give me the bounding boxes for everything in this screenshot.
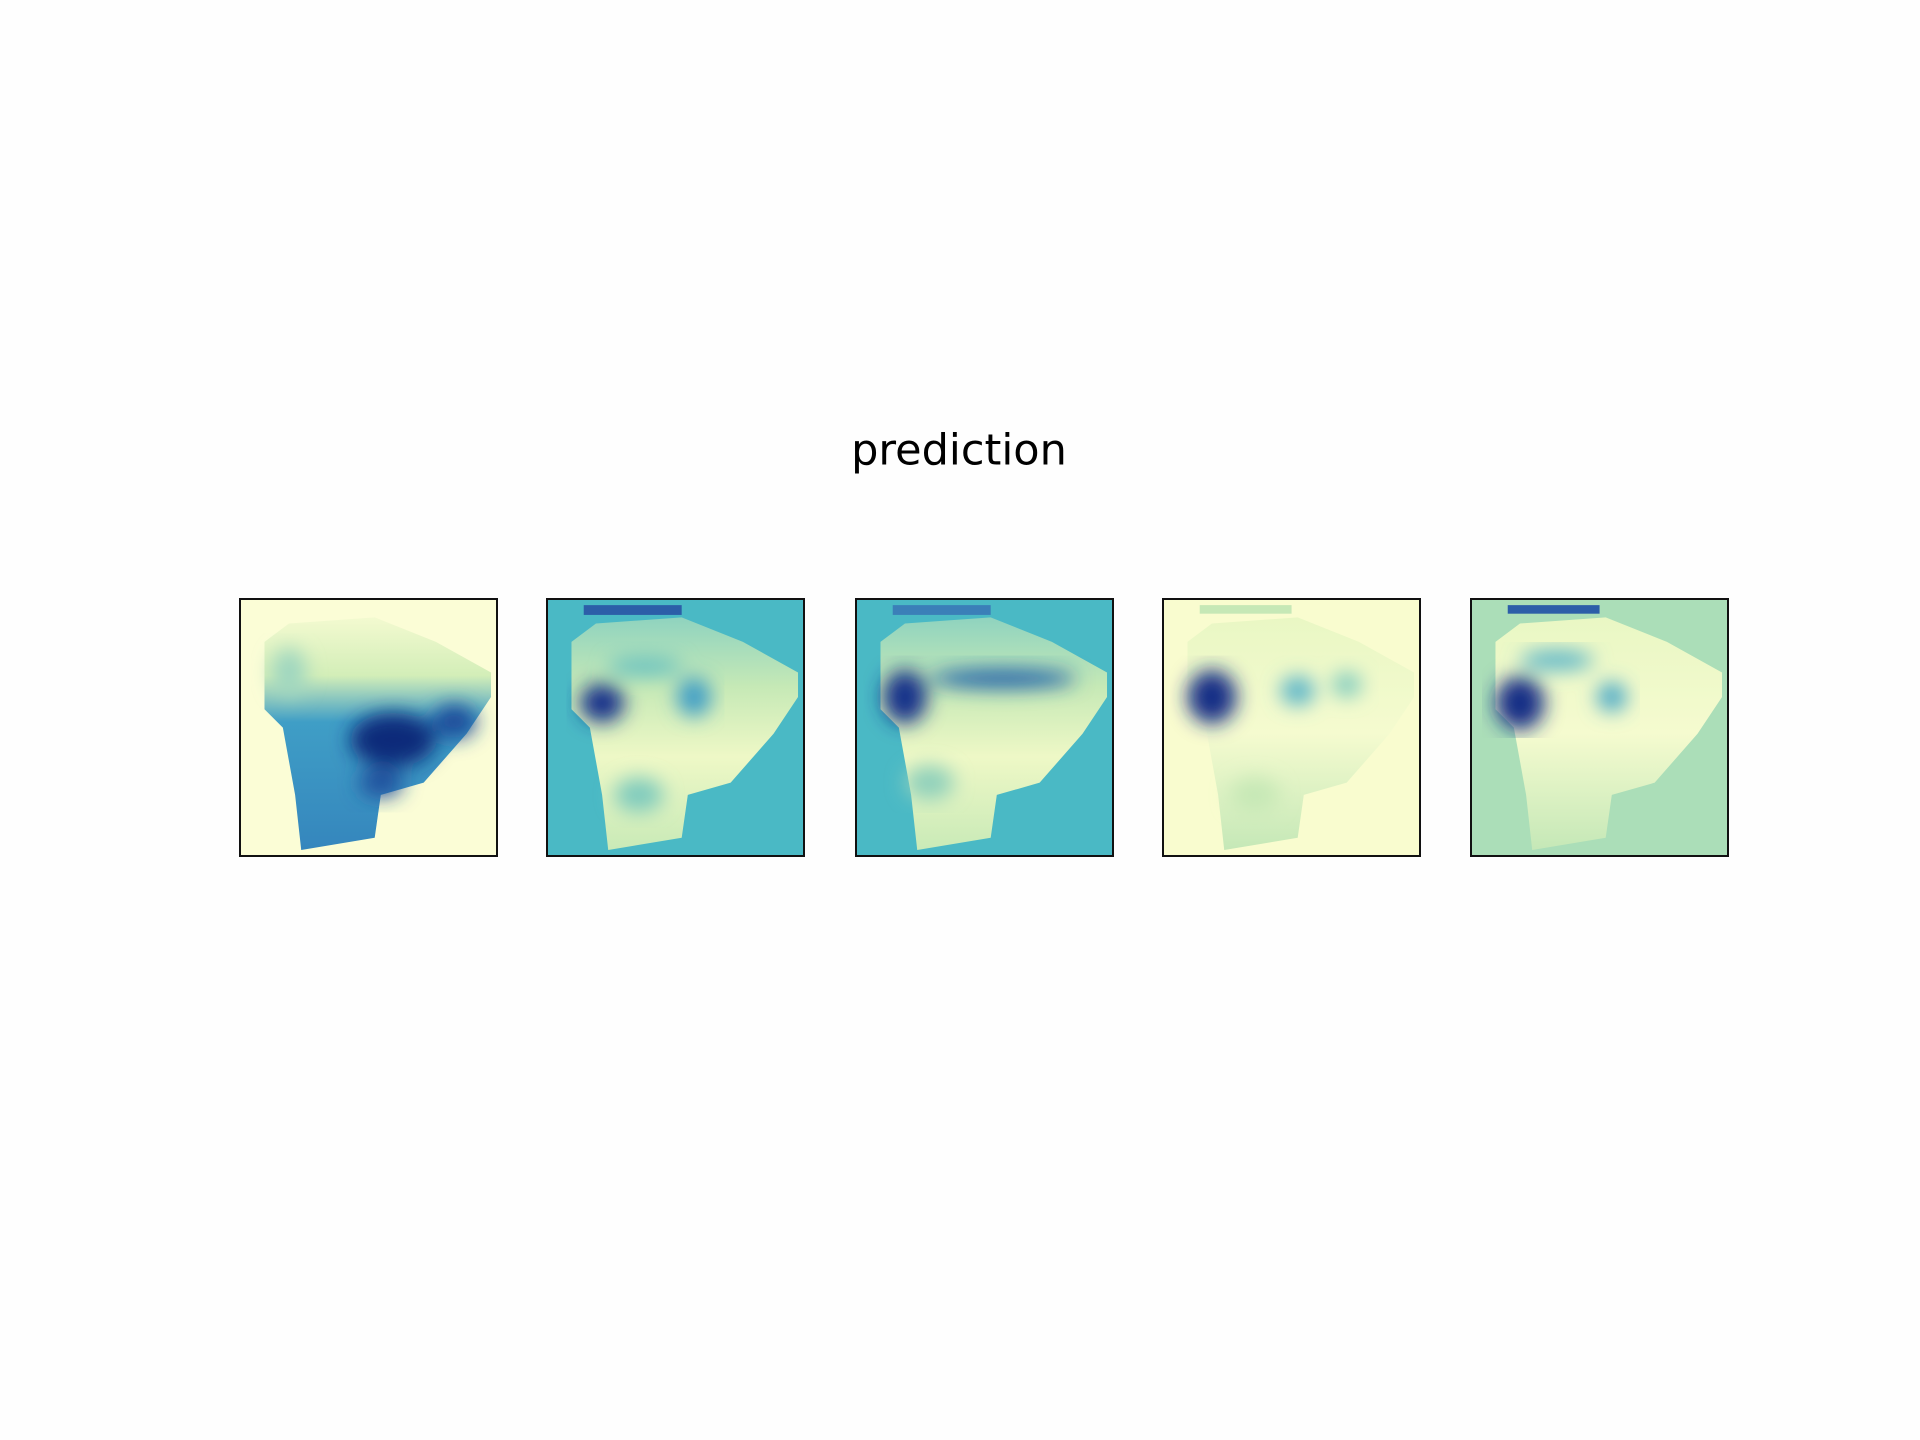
heatmap-shading xyxy=(1495,650,1627,731)
heatmap-panel xyxy=(856,599,1114,857)
heatmap-panel xyxy=(1163,599,1421,857)
heatmap-shading xyxy=(1187,670,1362,813)
heatmap-panel xyxy=(240,599,498,857)
figure-title: prediction xyxy=(851,426,1067,476)
panel-frame xyxy=(855,598,1114,857)
panel-frame xyxy=(1470,598,1729,857)
panel-frame xyxy=(1162,598,1421,857)
heatmap-shading xyxy=(1507,605,1600,614)
panel-frame xyxy=(239,598,498,857)
heatmap-shading xyxy=(580,656,712,813)
heatmap-shading xyxy=(271,647,477,798)
heatmap-shading xyxy=(892,605,991,615)
heatmap-panel xyxy=(547,599,805,857)
heatmap-shading xyxy=(882,668,1077,800)
panel-frame xyxy=(546,598,805,857)
heatmap-shading xyxy=(583,605,682,615)
heatmap-panel xyxy=(1471,599,1729,857)
heatmap-shading xyxy=(1199,605,1292,614)
